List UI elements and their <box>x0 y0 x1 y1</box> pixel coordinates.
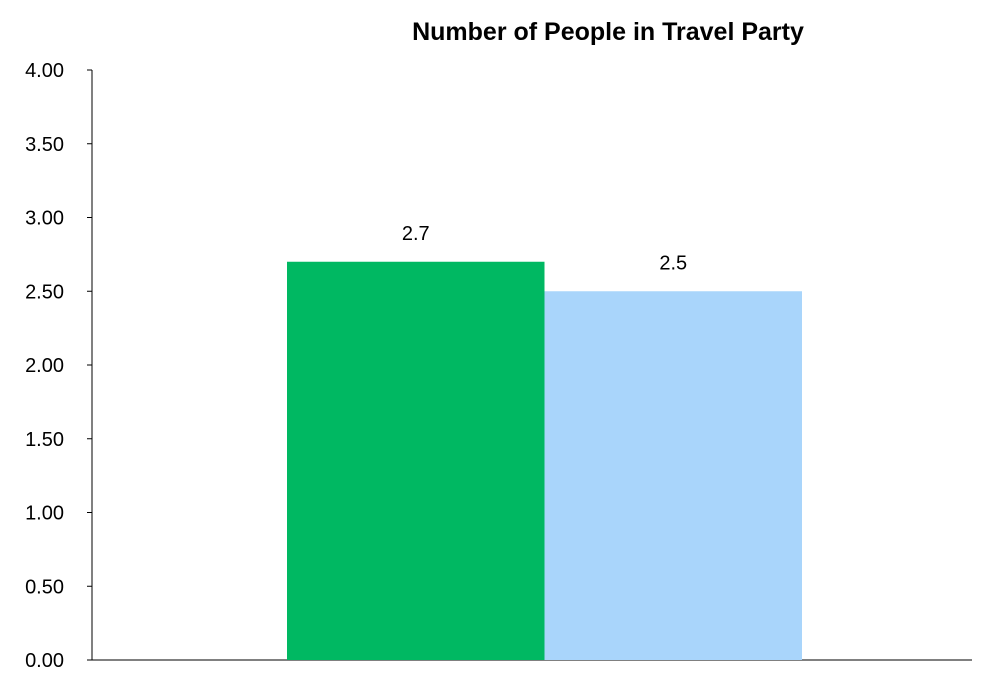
bars <box>287 261 802 660</box>
bar-value-label: 2.5 <box>659 252 687 274</box>
chart-title: Number of People in Travel Party <box>412 18 804 46</box>
bar <box>544 291 802 660</box>
y-axis: 0.00 0.50 1.00 1.50 2.00 2.50 3.00 3.50 4.00 <box>25 60 93 672</box>
data-labels: 2.7 2.5 <box>402 223 687 275</box>
bar-value-label: 2.7 <box>402 223 430 245</box>
y-tick-label: 2.00 <box>25 355 64 377</box>
y-tick-label: 1.50 <box>25 429 64 451</box>
y-tick-label: 0.50 <box>25 576 64 598</box>
y-tick-label: 1.00 <box>25 503 64 525</box>
y-tick-label: 3.00 <box>25 208 64 230</box>
bar <box>287 261 545 660</box>
y-tick-label: 2.50 <box>25 281 64 303</box>
y-tick-label: 3.50 <box>25 134 64 156</box>
y-tick-label: 4.00 <box>25 60 64 82</box>
y-tick-label: 0.00 <box>25 650 64 672</box>
